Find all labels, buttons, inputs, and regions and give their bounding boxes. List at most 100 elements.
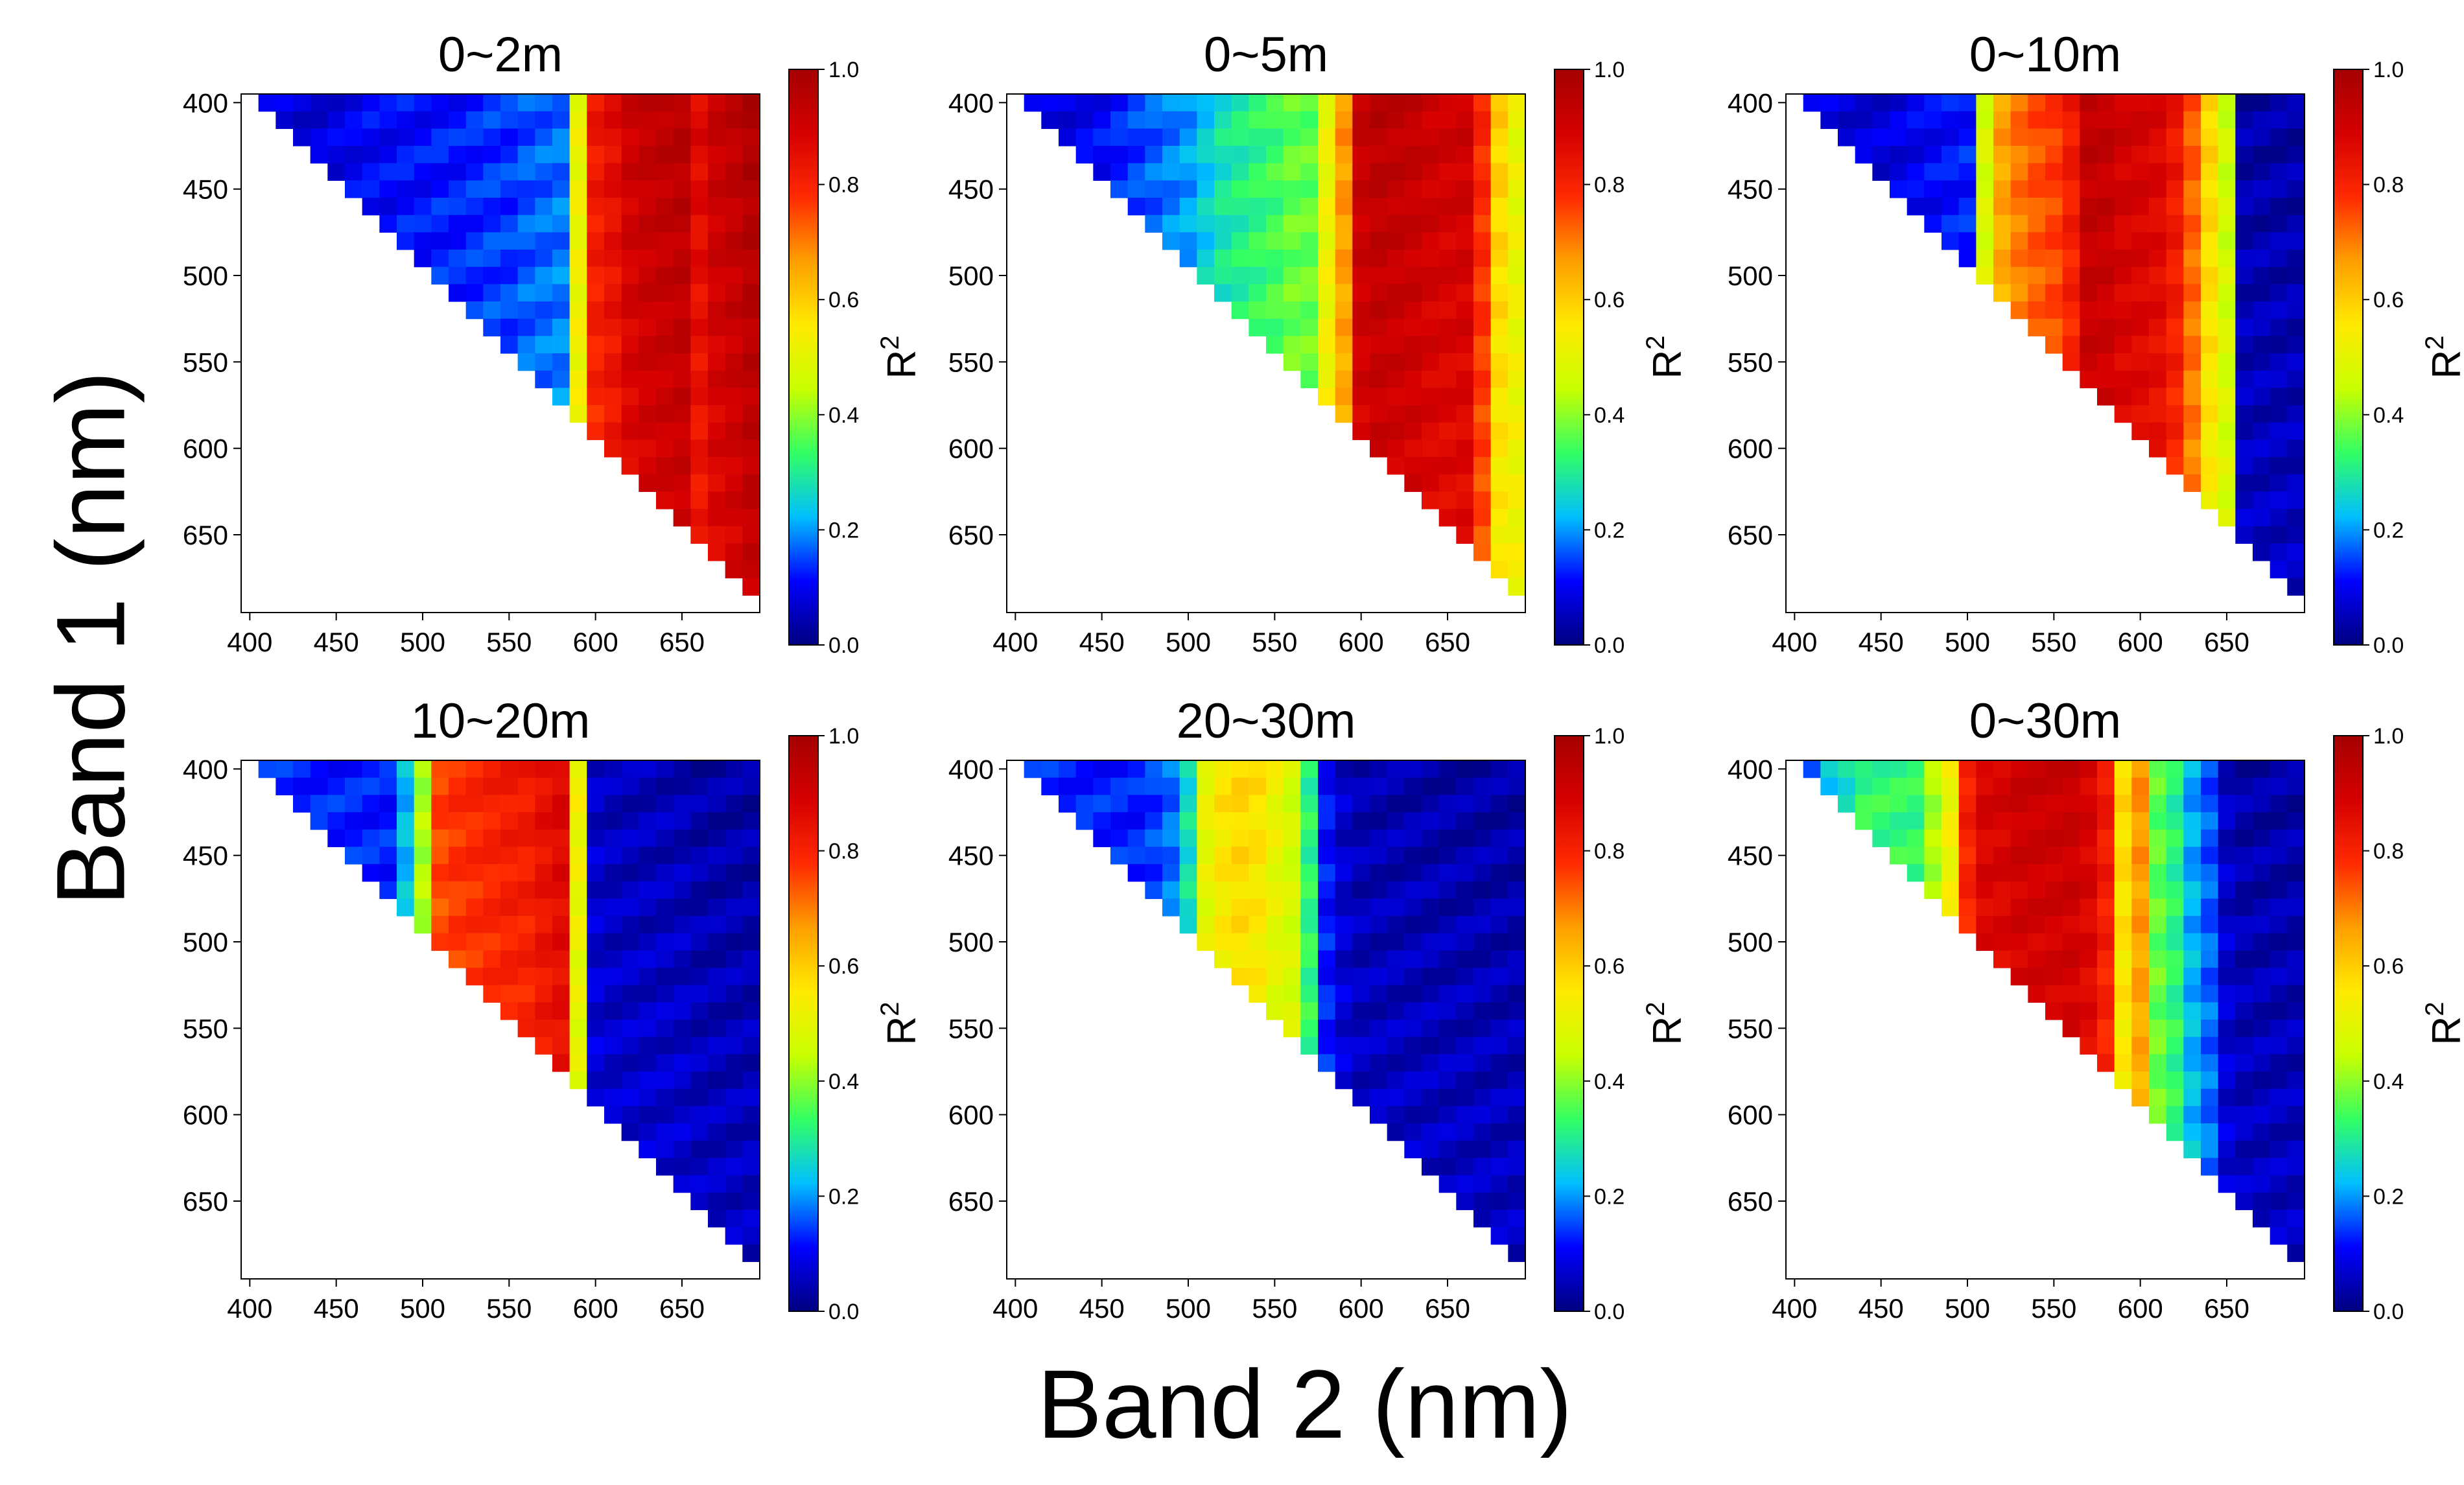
heatmap-cell <box>1439 1141 1457 1158</box>
heatmap-cell <box>742 439 760 457</box>
heatmap-cell <box>518 284 535 301</box>
heatmap-cell <box>1473 284 1491 301</box>
heatmap-cell <box>1508 1141 1525 1158</box>
heatmap-cell <box>604 94 622 111</box>
heatmap-cell <box>2131 898 2149 916</box>
heatmap-cell <box>1508 163 1525 181</box>
heatmap-cell <box>2287 128 2305 146</box>
heatmap-cell <box>1162 180 1180 198</box>
heatmap-cell <box>1422 232 1439 250</box>
heatmap-cell <box>1110 795 1128 812</box>
heatmap-cell <box>1456 847 1473 864</box>
heatmap-cell <box>345 830 362 847</box>
heatmap-cell <box>2201 336 2218 353</box>
heatmap-cell <box>2028 795 2045 812</box>
heatmap-cell <box>500 94 518 111</box>
heatmap-cell <box>1491 882 1508 899</box>
heatmap-cell <box>1387 916 1405 933</box>
heatmap-cell <box>2218 405 2236 423</box>
heatmap-cell <box>1491 284 1508 301</box>
heatmap-cell <box>1318 128 1335 146</box>
heatmap-cell <box>1232 864 1249 882</box>
heatmap-cell <box>1976 163 1993 181</box>
heatmap-cell <box>1404 336 1422 353</box>
heatmap-cell <box>725 163 743 181</box>
heatmap-cell <box>1197 760 1214 778</box>
heatmap-cell <box>2149 985 2166 1003</box>
heatmap-cell <box>362 778 380 795</box>
heatmap-cell <box>674 353 691 371</box>
heatmap-cell <box>604 985 622 1003</box>
colorbar-label-superscript: 2 <box>2421 1001 2449 1016</box>
heatmap-cell <box>2218 509 2236 526</box>
heatmap-cell <box>1439 94 1457 111</box>
heatmap-cell <box>1335 916 1353 933</box>
heatmap-cell <box>2080 795 2097 812</box>
heatmap-cell <box>1352 1020 1370 1037</box>
heatmap-cell <box>1473 1123 1491 1141</box>
heatmap-cell <box>1473 795 1491 812</box>
heatmap-cell <box>2028 985 2045 1003</box>
heatmap-cell <box>1266 111 1284 129</box>
heatmap-cell <box>2097 284 2115 301</box>
heatmap-cell <box>1993 950 2011 968</box>
heatmap-cell <box>742 94 760 111</box>
heatmap-cell <box>1456 968 1473 985</box>
heatmap-cell <box>639 284 656 301</box>
heatmap-cell <box>1249 284 1266 301</box>
heatmap-panel: 0~10m400 450 500 550 600 65040045050055060065… <box>1728 27 2464 658</box>
heatmap-cell <box>1491 319 1508 336</box>
heatmap-cell <box>742 457 760 474</box>
heatmap-cell <box>1076 760 1094 778</box>
heatmap-cell <box>1456 1020 1473 1037</box>
heatmap-cell <box>2097 215 2115 233</box>
heatmap-cell <box>293 795 311 812</box>
heatmap-cell <box>2063 111 2080 129</box>
heatmap-cell <box>2045 301 2063 319</box>
heatmap-cell <box>2028 778 2045 795</box>
heatmap-cell <box>2131 250 2149 267</box>
heatmap-cell <box>1422 1002 1439 1020</box>
heatmap-cell <box>1110 830 1128 847</box>
heatmap-cell <box>1214 198 1232 215</box>
heatmap-cell <box>1266 319 1284 336</box>
heatmap-cell <box>535 812 552 830</box>
heatmap-cell <box>362 760 380 778</box>
heatmap-cell <box>604 232 622 250</box>
heatmap-cell <box>2287 423 2305 440</box>
heatmap-cell <box>293 128 311 146</box>
heatmap-cell <box>1456 111 1473 129</box>
heatmap-cell <box>742 474 760 492</box>
heatmap-cell <box>1284 146 1301 163</box>
heatmap-cell <box>1959 180 1977 198</box>
heatmap-cell <box>2201 215 2218 233</box>
heatmap-cell <box>1145 778 1162 795</box>
heatmap-cell <box>1370 439 1387 457</box>
heatmap-cell <box>587 950 604 968</box>
heatmap-cell <box>1387 985 1405 1003</box>
heatmap-cell <box>1318 111 1335 129</box>
heatmap-cell <box>690 933 708 951</box>
heatmap-cell <box>2149 336 2166 353</box>
y-tick-label: 400 <box>1728 88 1773 118</box>
heatmap-cell <box>656 163 674 181</box>
heatmap-cell <box>2149 1071 2166 1089</box>
heatmap-cell <box>1456 898 1473 916</box>
heatmap-cell <box>552 1002 570 1020</box>
heatmap-cell <box>708 847 725 864</box>
heatmap-cell <box>1508 778 1525 795</box>
colorbar-tick-label: 1.0 <box>1594 58 1625 82</box>
heatmap-cell <box>449 898 466 916</box>
heatmap-cell <box>2115 864 2132 882</box>
heatmap-cell <box>639 1089 656 1106</box>
heatmap-cell <box>570 371 587 388</box>
heatmap-cell <box>2201 146 2218 163</box>
heatmap-cell <box>1473 950 1491 968</box>
heatmap-cell <box>379 812 397 830</box>
heatmap-cell <box>1249 778 1266 795</box>
heatmap-cell <box>1249 830 1266 847</box>
heatmap-cell <box>1439 847 1457 864</box>
heatmap-cell <box>1508 128 1525 146</box>
heatmap-cell <box>690 778 708 795</box>
heatmap-cell <box>1942 128 1959 146</box>
